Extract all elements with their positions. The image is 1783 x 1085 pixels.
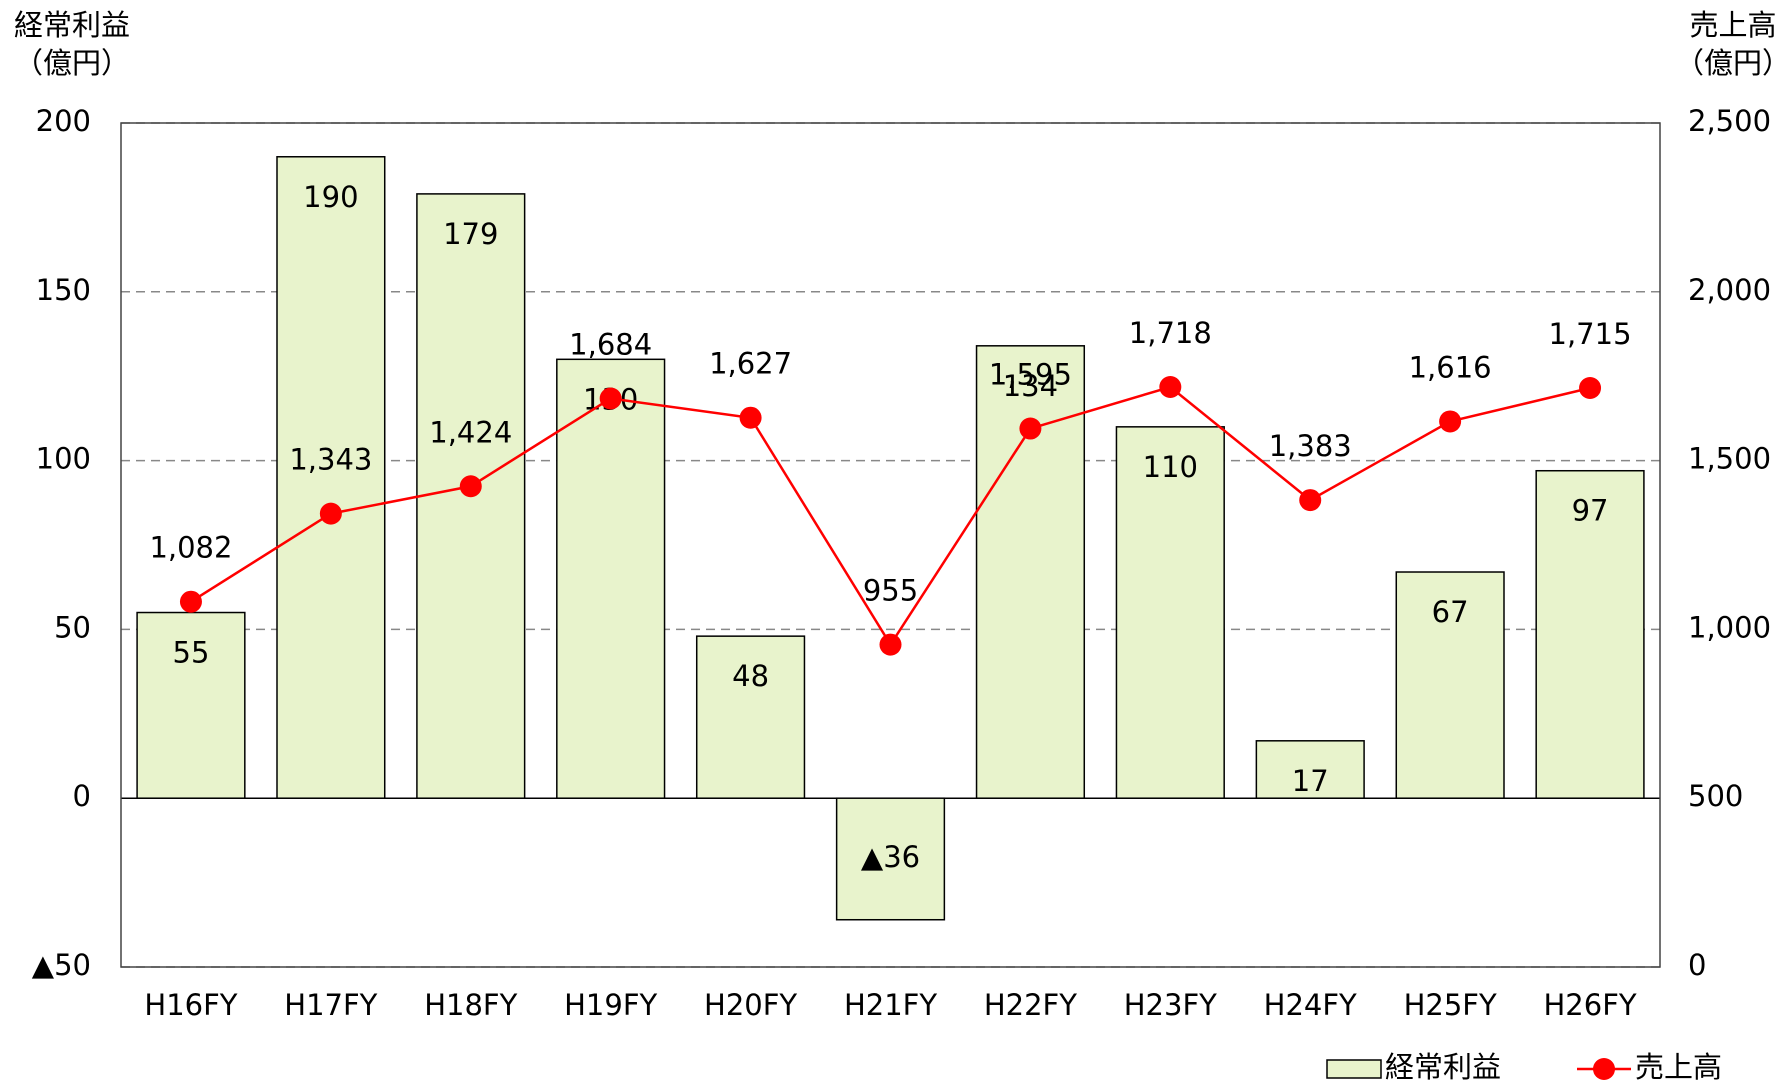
y-tick-label: ▲50 bbox=[32, 948, 91, 982]
y2-tick-label: 500 bbox=[1688, 779, 1743, 813]
legend-label: 経常利益 bbox=[1385, 1050, 1501, 1084]
bar-value-label: 48 bbox=[732, 659, 769, 693]
legend-swatch bbox=[1593, 1058, 1615, 1080]
y-axis-title: 経常利益 bbox=[14, 8, 130, 42]
line-point bbox=[179, 590, 202, 613]
x-tick-label: H23FY bbox=[1124, 988, 1217, 1022]
bar bbox=[1115, 426, 1225, 799]
line-point bbox=[459, 475, 482, 498]
bar-value-label: 67 bbox=[1432, 595, 1469, 629]
line-value-label: 1,684 bbox=[569, 327, 652, 361]
bar bbox=[1255, 740, 1365, 799]
x-tick-label: H24FY bbox=[1264, 988, 1357, 1022]
x-tick-label: H21FY bbox=[844, 988, 937, 1022]
x-tick-label: H26FY bbox=[1543, 988, 1636, 1022]
x-tick-label: H19FY bbox=[564, 988, 657, 1022]
y2-axis-title: （億円） bbox=[1675, 46, 1783, 80]
bar-value-label: 190 bbox=[303, 180, 358, 214]
y2-tick-label: 1,500 bbox=[1688, 442, 1771, 476]
y-tick-label: 50 bbox=[54, 610, 91, 644]
bar-value-label: 134 bbox=[1003, 369, 1058, 403]
bar-value-label: 97 bbox=[1572, 494, 1609, 528]
y-tick-label: 100 bbox=[36, 442, 91, 476]
y-tick-label: 150 bbox=[36, 273, 91, 307]
y2-tick-label: 2,500 bbox=[1688, 104, 1771, 138]
bar bbox=[695, 635, 806, 799]
legend-label: 売上高 bbox=[1635, 1050, 1722, 1084]
line-value-label: 1,715 bbox=[1549, 317, 1632, 351]
bar bbox=[1395, 571, 1505, 799]
line-point bbox=[1579, 377, 1602, 400]
bar bbox=[1535, 469, 1645, 799]
line-value-label: 1,343 bbox=[289, 443, 372, 477]
y2-axis-title: 売上高 bbox=[1689, 8, 1776, 42]
x-tick-label: H18FY bbox=[424, 988, 517, 1022]
plot-border bbox=[120, 122, 1661, 968]
bar-value-label: ▲36 bbox=[861, 840, 920, 874]
y2-tick-label: 1,000 bbox=[1688, 610, 1771, 644]
y-tick-label: 200 bbox=[36, 104, 91, 138]
line-point bbox=[1019, 417, 1042, 440]
x-tick-label: H17FY bbox=[284, 988, 377, 1022]
line-value-label: 1,383 bbox=[1269, 429, 1352, 463]
x-tick-label: H16FY bbox=[144, 988, 237, 1022]
line-point bbox=[1439, 410, 1462, 433]
line-point bbox=[739, 406, 762, 429]
bar-value-label: 110 bbox=[1143, 450, 1198, 484]
x-tick-label: H20FY bbox=[704, 988, 797, 1022]
bar-value-label: 55 bbox=[173, 636, 210, 670]
line-point bbox=[599, 387, 622, 410]
line-point bbox=[319, 502, 342, 525]
y2-tick-label: 0 bbox=[1688, 948, 1706, 982]
line-value-label: 1,082 bbox=[149, 531, 232, 565]
bar bbox=[975, 345, 1086, 799]
y-axis-title: （億円） bbox=[14, 46, 130, 80]
line-point bbox=[1299, 489, 1322, 512]
line-value-label: 1,424 bbox=[429, 415, 512, 449]
bar bbox=[835, 797, 946, 921]
x-tick-label: H22FY bbox=[984, 988, 1077, 1022]
bar-value-label: 17 bbox=[1292, 764, 1329, 798]
y-tick-label: 0 bbox=[73, 779, 91, 813]
line-point bbox=[879, 633, 902, 656]
line-value-label: 1,627 bbox=[709, 347, 792, 381]
bar bbox=[556, 358, 666, 799]
line-value-label: 1,718 bbox=[1129, 316, 1212, 350]
legend-swatch bbox=[1326, 1059, 1382, 1079]
line-value-label: 955 bbox=[863, 574, 918, 608]
x-tick-label: H25FY bbox=[1404, 988, 1497, 1022]
bar bbox=[276, 156, 386, 799]
y2-tick-label: 2,000 bbox=[1688, 273, 1771, 307]
line-value-label: 1,595 bbox=[989, 358, 1072, 392]
line-value-label: 1,616 bbox=[1409, 350, 1492, 384]
bar-value-label: 179 bbox=[443, 217, 498, 251]
line-point bbox=[1159, 376, 1182, 399]
